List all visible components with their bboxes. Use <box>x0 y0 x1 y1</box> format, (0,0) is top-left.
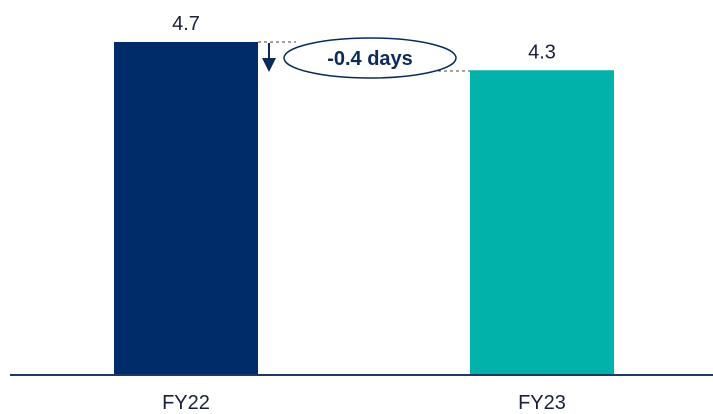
x-tick-label: FY22 <box>162 392 210 414</box>
x-tick-label: FY23 <box>518 392 566 414</box>
bar-fy23 <box>470 70 614 375</box>
down-arrow-icon <box>262 58 276 72</box>
callout-text: -0.4 days <box>327 48 413 70</box>
data-label: 4.7 <box>172 13 200 35</box>
labels-layer: 4.7 FY22 4.3 FY23 <box>162 13 566 414</box>
callout-ellipse <box>283 37 457 79</box>
bars-layer <box>114 42 614 375</box>
bar-fy22 <box>114 42 258 374</box>
data-label: 4.3 <box>528 41 556 63</box>
change-callout: -0.4 days <box>258 37 470 79</box>
